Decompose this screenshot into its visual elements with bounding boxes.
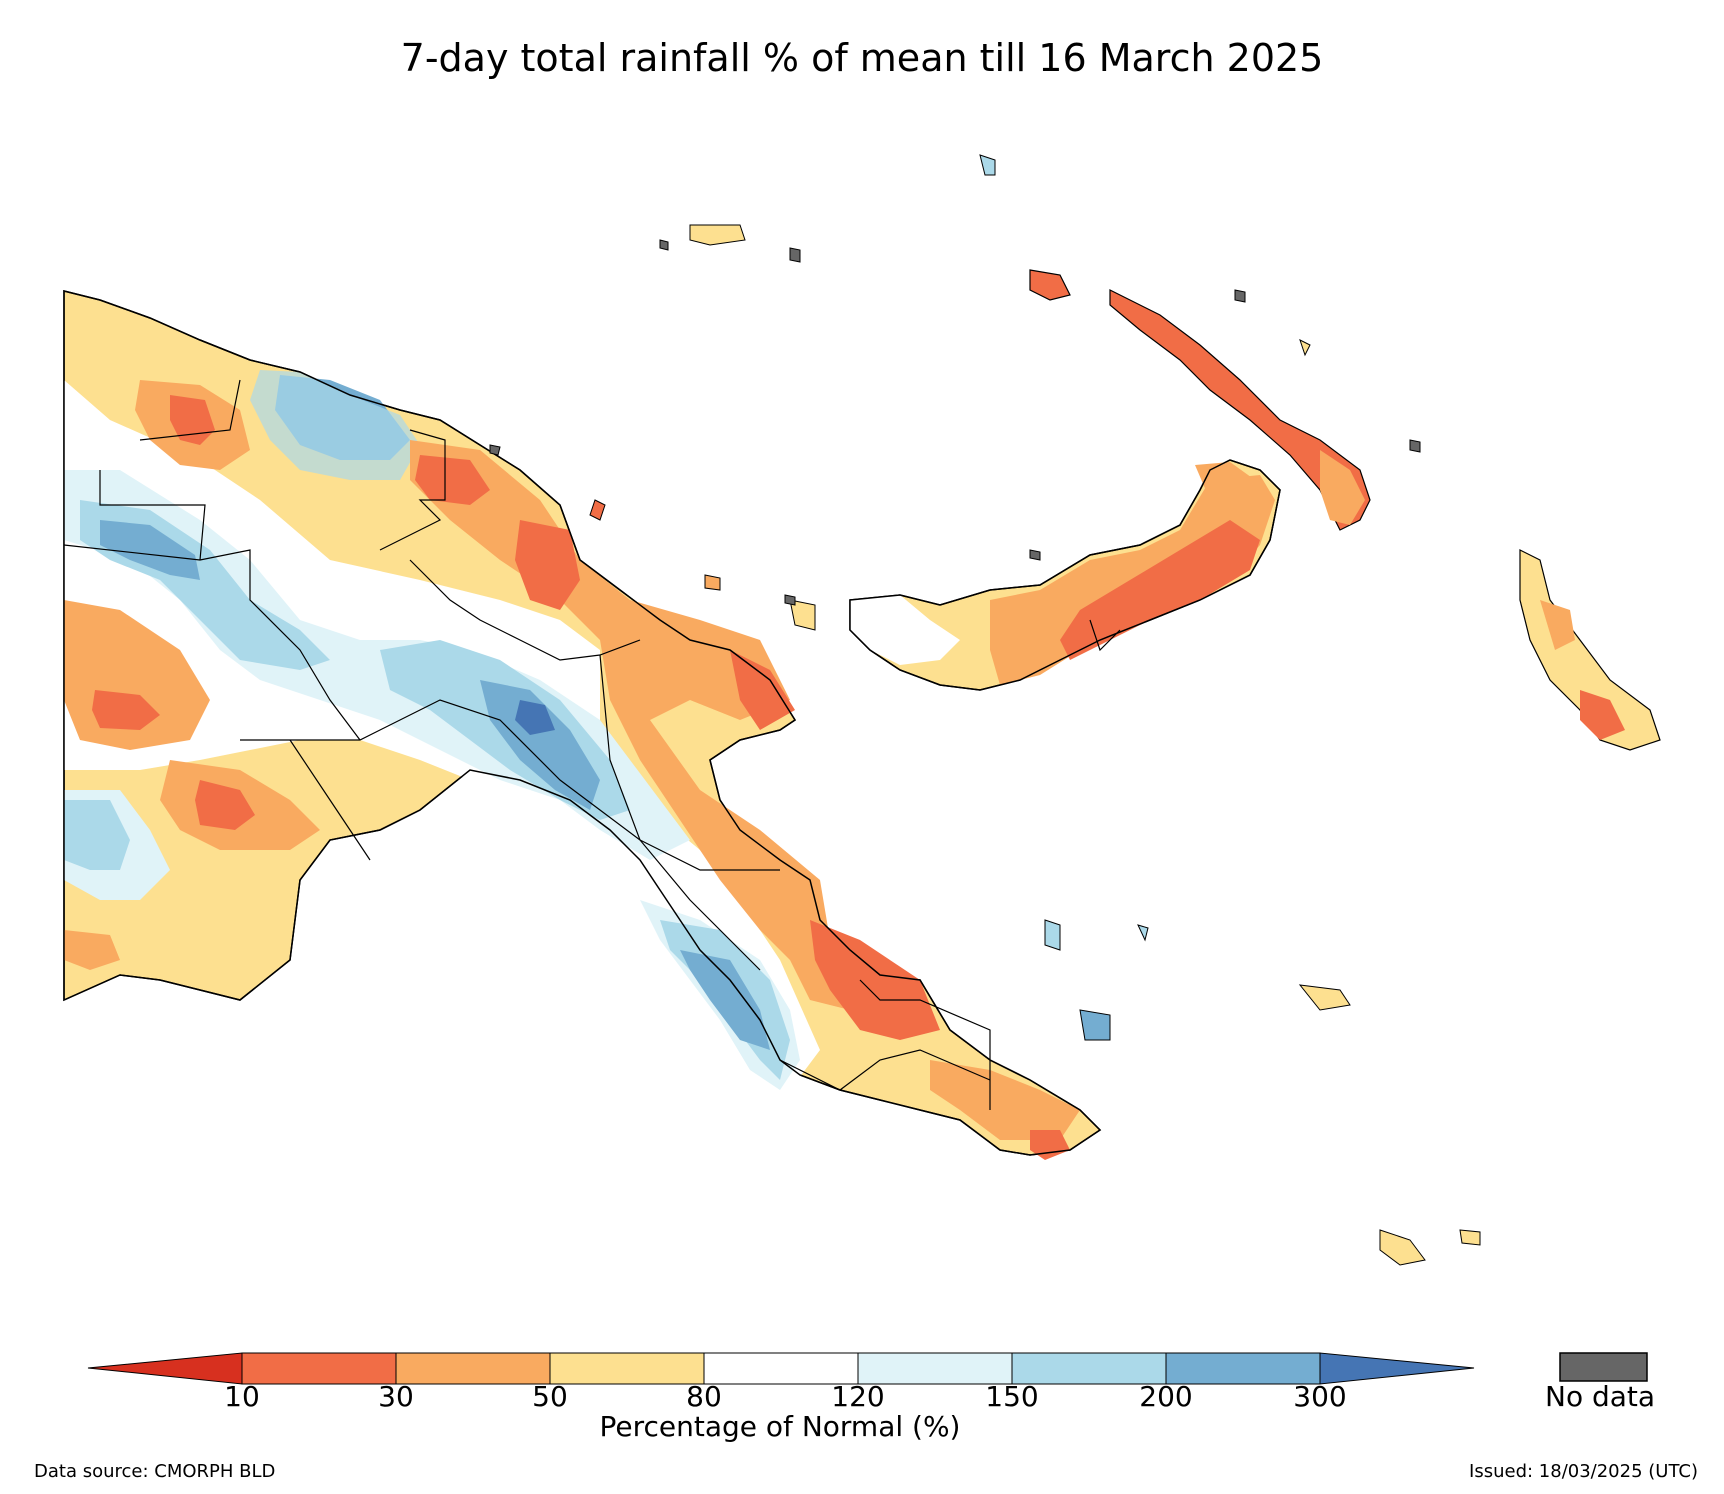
colorbar-high-arrow bbox=[1319, 1352, 1475, 1385]
colorbar-tick-80: 80 bbox=[686, 1380, 722, 1413]
zone-10-30-ne bbox=[415, 455, 490, 505]
zone-10-30-ne2 bbox=[515, 520, 580, 610]
small-islands bbox=[489, 154, 1481, 1266]
colorbar-tick-200: 200 bbox=[1139, 1380, 1193, 1413]
colorbar-low-arrow bbox=[87, 1352, 243, 1385]
colorbar-tick-10: 10 bbox=[224, 1380, 260, 1413]
no-data-label: No data bbox=[1545, 1380, 1656, 1413]
zone-200-300-south bbox=[680, 950, 770, 1050]
zone-10-30-tip bbox=[1030, 1130, 1070, 1160]
colorbar-bin-80-120 bbox=[703, 1352, 859, 1385]
issued-date: Issued: 18/03/2025 (UTC) bbox=[1469, 1461, 1698, 1482]
zone-150-200-west bbox=[64, 800, 130, 870]
zone-30-50-sw2 bbox=[64, 930, 120, 970]
colorbar-bin-30-50 bbox=[395, 1352, 551, 1385]
zone-150-200-north bbox=[250, 370, 420, 480]
colorbar-bin-10-30 bbox=[241, 1352, 397, 1385]
colorbar bbox=[87, 1352, 1648, 1385]
zone-gt300 bbox=[515, 700, 555, 735]
new-ireland bbox=[1029, 269, 1371, 531]
zone-10-30-se bbox=[810, 920, 940, 1040]
zone-10-30-west bbox=[92, 690, 160, 730]
zone-200-300 bbox=[100, 520, 200, 580]
zone-10-30-coast bbox=[730, 650, 795, 730]
zone-10-30-sw bbox=[195, 780, 255, 830]
no-data-swatch bbox=[1559, 1352, 1648, 1382]
new-britain bbox=[849, 459, 1281, 691]
colorbar-tick-150: 150 bbox=[985, 1380, 1039, 1413]
province-borders bbox=[63, 379, 991, 1110]
data-source: Data source: CMORPH BLD bbox=[34, 1461, 276, 1482]
bougainville bbox=[1519, 549, 1661, 751]
colorbar-tick-50: 50 bbox=[532, 1380, 568, 1413]
colorbar-bin-50-80 bbox=[549, 1352, 705, 1385]
mainland bbox=[63, 290, 1102, 1160]
colorbar-tick-120: 120 bbox=[831, 1380, 885, 1413]
zone-30-50-ne bbox=[410, 440, 860, 1010]
colorbar-bin-150-200 bbox=[1011, 1352, 1167, 1385]
map-title: 7-day total rainfall % of mean till 16 M… bbox=[400, 36, 1324, 80]
colorbar-label: Percentage of Normal (%) bbox=[599, 1410, 961, 1443]
colorbar-tick-300: 300 bbox=[1293, 1380, 1347, 1413]
zone-30-50-se bbox=[930, 1060, 1080, 1140]
zone-200-300-center bbox=[480, 680, 600, 810]
colorbar-tick-30: 30 bbox=[378, 1380, 414, 1413]
